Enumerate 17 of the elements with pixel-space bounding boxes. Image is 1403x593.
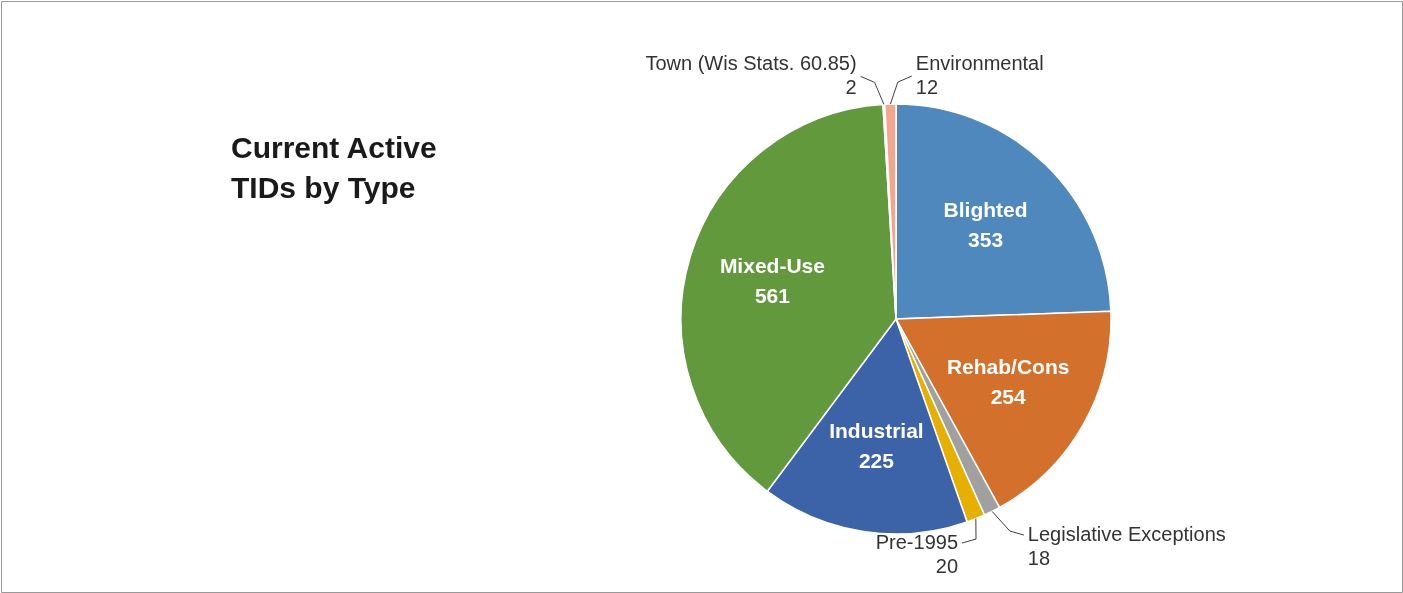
- slice-label: Mixed-Use: [719, 254, 825, 278]
- text: Current Active TIDs by Type: [231, 131, 437, 204]
- data-label: 561: [754, 284, 791, 308]
- data-label: 353: [968, 228, 1004, 252]
- data-label: 254: [990, 384, 1027, 408]
- slice-label: Environmental: [915, 52, 1044, 75]
- slice-label: Blighted: [943, 198, 1028, 222]
- slice-label: Pre-1995: [875, 531, 959, 554]
- slice-label: Rehab/Cons: [946, 354, 1070, 378]
- data-label: 20: [935, 555, 959, 578]
- data-label: 12: [915, 76, 939, 99]
- data-label: 225: [858, 448, 895, 472]
- data-label: 2: [845, 76, 857, 99]
- slice-label: Legislative Exceptions: [1027, 523, 1226, 546]
- slice-label: Town (Wis Stats. 60.85): [645, 52, 857, 75]
- slice-label: Industrial: [829, 418, 924, 442]
- data-label: 18: [1027, 547, 1051, 570]
